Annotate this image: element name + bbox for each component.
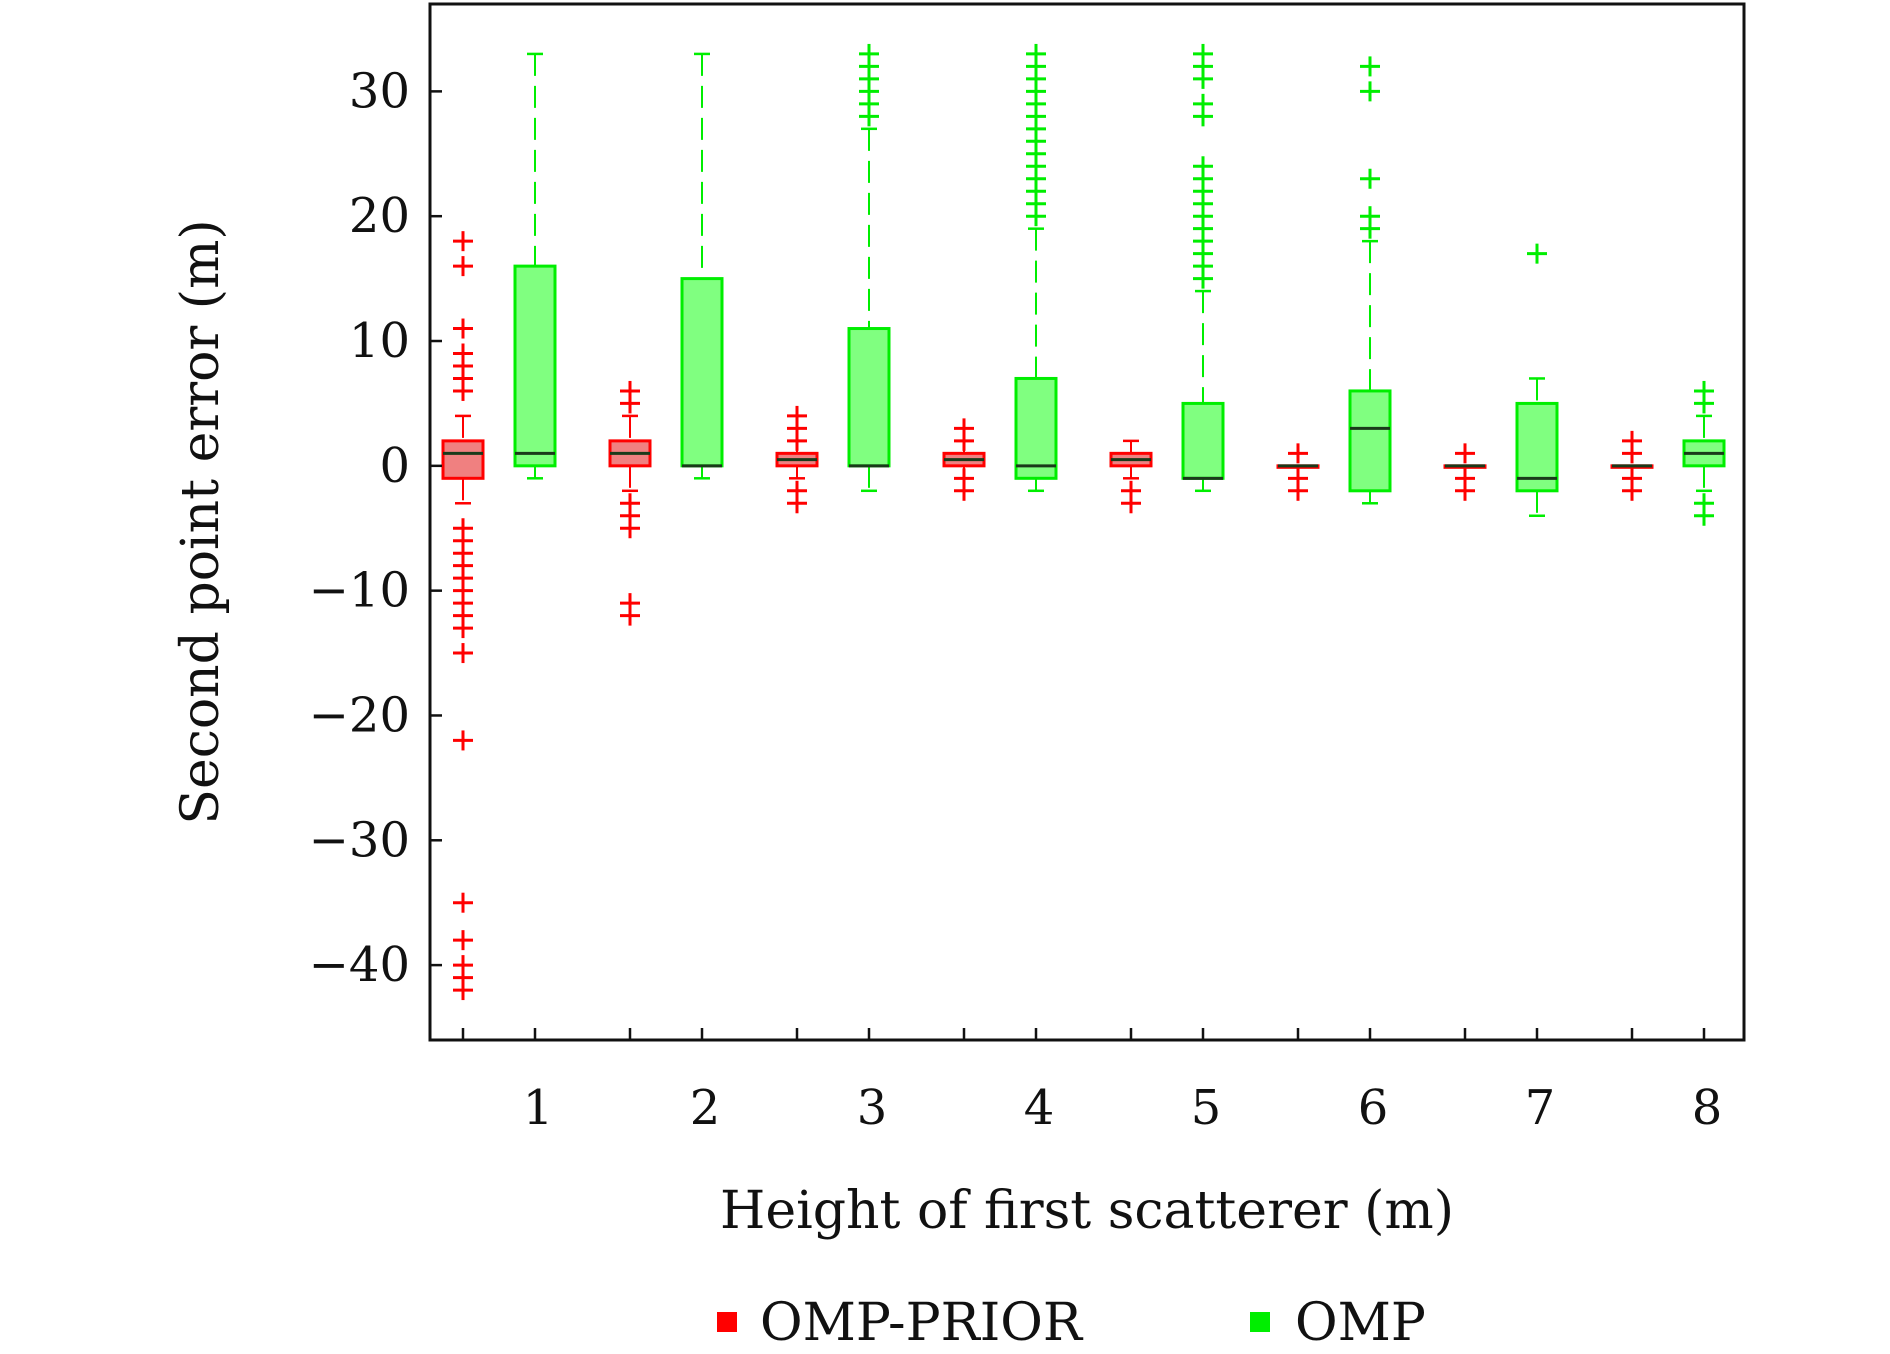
outlier-marker xyxy=(1288,443,1308,464)
outlier-marker xyxy=(859,106,879,127)
x-tick-label: 6 xyxy=(1358,1080,1389,1136)
x-tick-label: 4 xyxy=(1024,1080,1055,1136)
outlier-marker xyxy=(954,480,974,501)
x-tick-label: 8 xyxy=(1692,1080,1723,1136)
outlier-marker xyxy=(1193,268,1213,289)
y-tick-label: 30 xyxy=(349,63,410,119)
box-omp-prior-7 xyxy=(1443,443,1487,501)
iqr-box xyxy=(441,439,485,480)
box-omp-prior-1 xyxy=(441,231,485,1001)
legend-label-omp: OMP xyxy=(1295,1293,1426,1353)
box-omp-3 xyxy=(847,43,891,493)
x-tick-label: 2 xyxy=(690,1080,721,1136)
outlier-marker xyxy=(1360,81,1380,102)
plot-frame xyxy=(428,2,1746,1042)
axis-layer: 30 20 10 0 −10 −20 −30 −40 1 2 3 4 5 6 7 8 xyxy=(309,63,1723,1136)
outlier-marker xyxy=(453,730,473,751)
outlier-marker xyxy=(453,618,473,639)
outlier-marker xyxy=(453,930,473,951)
legend-swatch-omp-prior xyxy=(717,1312,737,1332)
outlier-marker xyxy=(620,518,640,539)
box-omp-2 xyxy=(680,52,724,480)
outlier-marker xyxy=(453,231,473,252)
outlier-marker xyxy=(787,493,807,514)
outlier-marker xyxy=(620,393,640,414)
box-omp-7 xyxy=(1515,243,1559,518)
x-tick-label: 7 xyxy=(1525,1080,1556,1136)
x-tick-label: 3 xyxy=(857,1080,888,1136)
outlier-marker xyxy=(1121,493,1141,514)
iqr-box xyxy=(1014,376,1058,480)
y-tick-label: 20 xyxy=(349,188,410,244)
outlier-marker xyxy=(1527,243,1547,264)
box-omp-prior-6 xyxy=(1276,443,1320,501)
y-tick-label: 10 xyxy=(349,313,410,369)
iqr-box xyxy=(680,277,724,468)
box-omp-4 xyxy=(1014,43,1058,493)
outlier-marker xyxy=(1360,168,1380,189)
y-tick-label: −30 xyxy=(309,812,410,868)
outlier-marker xyxy=(1455,443,1475,464)
outlier-marker xyxy=(1694,505,1714,526)
outlier-marker xyxy=(453,643,473,664)
box-omp-prior-8 xyxy=(1610,430,1654,501)
legend-label-omp-prior: OMP-PRIOR xyxy=(760,1293,1084,1353)
box-omp-5 xyxy=(1181,43,1225,493)
outlier-marker xyxy=(453,892,473,913)
y-tick-label: −20 xyxy=(309,687,410,743)
iqr-box xyxy=(1181,401,1225,480)
legend-swatch-omp xyxy=(1250,1312,1270,1332)
box-omp-prior-4 xyxy=(942,418,986,501)
data-layer xyxy=(441,43,1726,1001)
outlier-marker xyxy=(1455,480,1475,501)
outlier-marker xyxy=(1193,68,1213,89)
y-axis-title: Second point error (m) xyxy=(171,219,231,824)
outlier-marker xyxy=(787,430,807,451)
box-omp-prior-2 xyxy=(608,380,652,626)
y-tick-label: 0 xyxy=(379,438,410,494)
y-tick-label: −10 xyxy=(309,563,410,619)
outlier-marker xyxy=(453,318,473,339)
outlier-marker xyxy=(1193,106,1213,127)
y-tick-label: −40 xyxy=(309,937,410,993)
outlier-marker xyxy=(1694,393,1714,414)
outlier-marker xyxy=(1026,206,1046,227)
outlier-marker xyxy=(453,256,473,277)
box-omp-6 xyxy=(1348,56,1392,505)
x-axis-title: Height of first scatterer (m) xyxy=(720,1181,1454,1241)
outlier-marker xyxy=(1360,218,1380,239)
outlier-marker xyxy=(1288,480,1308,501)
iqr-box xyxy=(513,264,557,468)
outlier-marker xyxy=(453,380,473,401)
iqr-box xyxy=(1348,389,1392,493)
outlier-marker xyxy=(1360,56,1380,77)
x-tick-label: 5 xyxy=(1191,1080,1222,1136)
box-omp-1 xyxy=(513,52,557,480)
box-omp-8 xyxy=(1682,380,1726,526)
outlier-marker xyxy=(1622,443,1642,464)
series-omp xyxy=(513,43,1726,526)
outlier-marker xyxy=(620,605,640,626)
iqr-box xyxy=(1515,401,1559,493)
box-omp-prior-5 xyxy=(1109,439,1153,514)
box-omp-prior-3 xyxy=(775,405,819,514)
legend: OMP-PRIOR OMP xyxy=(717,1293,1426,1353)
series-omp-prior xyxy=(441,231,1654,1001)
outlier-marker xyxy=(954,430,974,451)
iqr-box xyxy=(847,327,891,468)
outlier-marker xyxy=(1622,480,1642,501)
x-tick-label: 1 xyxy=(523,1080,554,1136)
outlier-marker xyxy=(453,980,473,1001)
